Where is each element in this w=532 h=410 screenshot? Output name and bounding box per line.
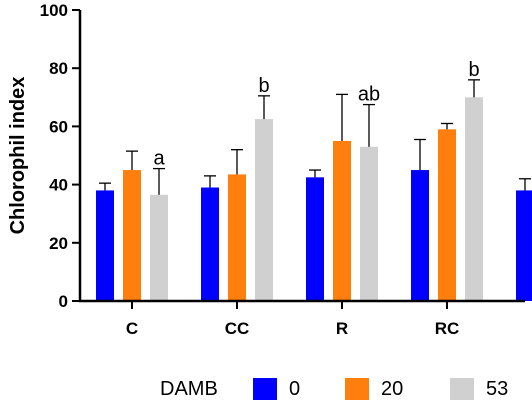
significance-label-CC: b <box>258 75 269 97</box>
legend-swatch-20 <box>345 378 369 400</box>
y-axis-title: Chlorophil index <box>7 77 29 235</box>
legend-label-0: 0 <box>289 378 300 400</box>
legend-label-20: 20 <box>381 378 403 400</box>
labels-layer: 020406080100CCCRRCRIChlorophil indexabab… <box>7 1 480 338</box>
x-tick-label: CC <box>225 319 250 338</box>
bar-RC-20 <box>438 129 456 301</box>
x-tick-label: C <box>126 319 138 338</box>
bar-R-0 <box>306 177 324 301</box>
bar-RI-0 <box>516 190 532 301</box>
bar-RC-0 <box>411 170 429 301</box>
bar-R-20 <box>333 140 351 301</box>
legend-label-53: 53 <box>486 378 508 400</box>
bar-RC-53 <box>465 97 483 301</box>
significance-label-RC: b <box>468 59 479 81</box>
legend-title: DAMB <box>160 378 218 400</box>
x-tick-label: R <box>336 319 348 338</box>
legend: DAMB 0 20 53 <box>160 378 508 400</box>
bar-C-53 <box>150 194 168 301</box>
y-tick-label: 0 <box>59 292 68 311</box>
bar-R-53 <box>360 146 378 301</box>
bars-layer <box>96 97 532 301</box>
y-tick-label: 20 <box>49 234 68 253</box>
error-bars-layer <box>99 79 531 195</box>
legend-swatch-53 <box>450 378 474 400</box>
bar-CC-0 <box>201 187 219 301</box>
bar-CC-20 <box>228 174 246 301</box>
significance-label-C: a <box>153 148 165 170</box>
y-tick-label: 60 <box>49 117 68 136</box>
axes-layer <box>72 9 525 309</box>
bar-C-0 <box>96 190 114 301</box>
y-tick-label: 80 <box>49 59 68 78</box>
x-tick-label: RC <box>435 319 460 338</box>
y-tick-label: 40 <box>49 176 68 195</box>
legend-swatch-0 <box>253 378 277 400</box>
y-tick-label: 100 <box>40 1 68 20</box>
bar-CC-53 <box>255 119 273 301</box>
significance-label-R: ab <box>358 84 380 106</box>
bar-C-20 <box>123 170 141 301</box>
